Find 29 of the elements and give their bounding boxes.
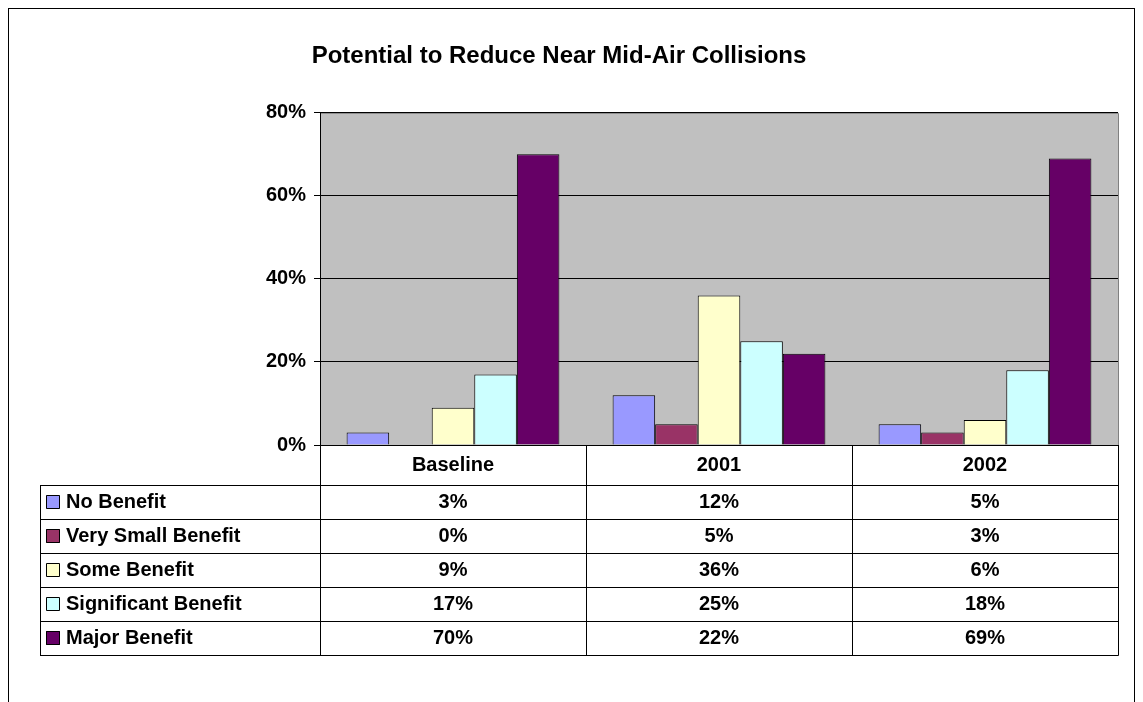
x-tick-label: 2002 xyxy=(962,452,1008,475)
data-label: 9% xyxy=(438,557,468,580)
legend-label: Some Benefit xyxy=(66,557,195,580)
data-label: 3% xyxy=(970,523,1000,546)
data-label: 3% xyxy=(438,489,468,512)
legend-label: Very Small Benefit xyxy=(66,523,241,546)
legend-label: Major Benefit xyxy=(66,625,194,648)
data-label: 22% xyxy=(698,625,740,648)
data-label: 5% xyxy=(704,523,734,546)
data-label: 25% xyxy=(698,591,740,614)
y-tick-label: 60% xyxy=(265,183,307,206)
data-label: 70% xyxy=(432,625,474,648)
data-label: 18% xyxy=(964,591,1006,614)
data-label: 69% xyxy=(964,625,1006,648)
legend-label: No Benefit xyxy=(66,489,167,512)
data-label: 5% xyxy=(970,489,1000,512)
x-tick-label: 2001 xyxy=(696,452,742,475)
data-label: 36% xyxy=(698,557,740,580)
y-tick-label: 20% xyxy=(265,349,307,372)
data-label: 0% xyxy=(438,523,468,546)
data-label: 6% xyxy=(970,557,1000,580)
chart-title: Potential to Reduce Near Mid-Air Collisions xyxy=(311,41,807,69)
data-label: 17% xyxy=(432,591,474,614)
x-tick-label: Baseline xyxy=(411,452,495,475)
y-tick-label: 40% xyxy=(265,266,307,289)
y-tick-label: 80% xyxy=(265,100,307,123)
legend-label: Significant Benefit xyxy=(66,591,242,614)
data-label: 12% xyxy=(698,489,740,512)
y-tick-label: 0% xyxy=(277,432,307,455)
